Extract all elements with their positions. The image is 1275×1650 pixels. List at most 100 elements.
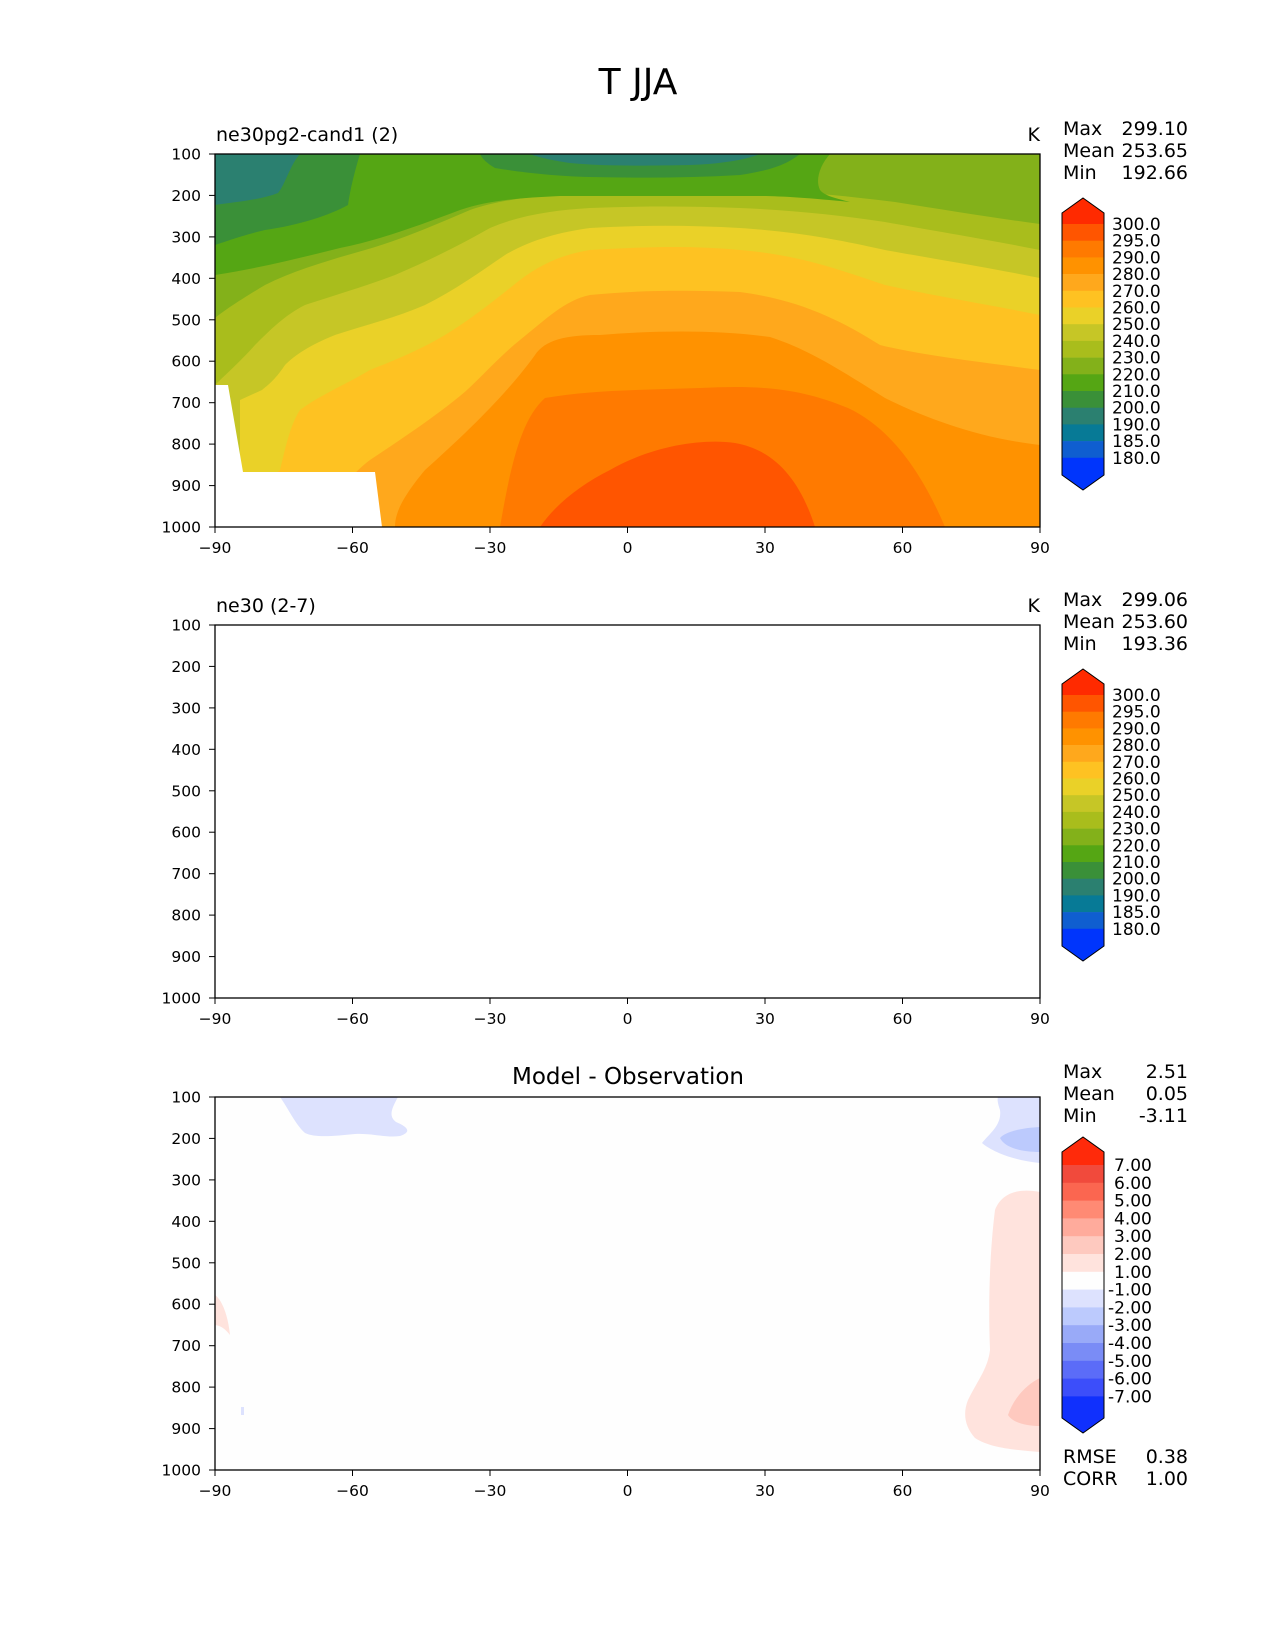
colorbar-label: 295.0	[1112, 703, 1161, 723]
colorbar-segment	[1062, 340, 1104, 358]
panel-3-y-ticks: 100 200 300 400 500 600 700 800 900 1000	[162, 1089, 215, 1480]
y-tick-label: 900	[171, 948, 201, 966]
colorbar-label: 240.0	[1112, 332, 1161, 352]
y-tick-label: 400	[171, 270, 201, 288]
colorbar-label: 230.0	[1112, 349, 1161, 369]
x-tick-label: −90	[199, 1010, 232, 1028]
panel-3: −90 −60 −30 0 30 60 90 100 200 300 400 5…	[162, 1061, 1188, 1500]
panel-2-colorbar: 300.0 295.0 290.0 280.0 270.0 260.0 250.…	[1061, 668, 1161, 962]
colorbar-label: 190.0	[1112, 886, 1161, 906]
x-tick-label: 60	[893, 1482, 913, 1500]
colorbar-labels: 7.00 6.00 5.00 4.00 3.00 2.00 1.00 -1.00…	[1108, 1156, 1152, 1407]
panel-3-footer-stats: RMSE 0.38 CORR 1.00	[1063, 1446, 1188, 1490]
y-tick-label: 200	[171, 187, 201, 205]
panel-1-colorbar: 300.0 295.0 290.0 280.0 270.0 260.0 250.…	[1061, 197, 1161, 491]
y-tick-label: 600	[171, 353, 201, 371]
x-tick-label: −30	[474, 539, 507, 557]
colorbar-segment	[1062, 1396, 1104, 1433]
panel-1-units: K	[1028, 124, 1041, 146]
colorbar-segment	[1062, 811, 1104, 829]
colorbar-segment	[1062, 928, 1104, 961]
x-tick-label: 60	[893, 1010, 913, 1028]
stat-mean-value: 0.05	[1146, 1083, 1188, 1105]
stat-mean-value: 253.65	[1122, 140, 1188, 162]
colorbar-label: 3.00	[1114, 1227, 1152, 1247]
colorbar-label: 280.0	[1112, 265, 1161, 285]
x-tick-label: 60	[893, 539, 913, 557]
x-tick-label: −60	[336, 1010, 369, 1028]
colorbar-segment	[1062, 828, 1104, 846]
stat-min-value: 193.36	[1122, 633, 1188, 655]
stat-min-label: Min	[1063, 1105, 1097, 1127]
y-tick-label: 900	[171, 477, 201, 495]
corr-label: CORR	[1063, 1468, 1118, 1490]
colorbar-label: 180.0	[1112, 449, 1161, 469]
colorbar-label: 7.00	[1114, 1156, 1152, 1176]
colorbar-label: -5.00	[1108, 1352, 1152, 1372]
colorbar-label: 250.0	[1112, 315, 1161, 335]
stat-min-label: Min	[1063, 633, 1097, 655]
colorbar-labels: 300.0 295.0 290.0 280.0 270.0 260.0 250.…	[1112, 215, 1161, 469]
stat-mean-label: Mean	[1063, 611, 1115, 633]
colorbar-label: 295.0	[1112, 232, 1161, 252]
panel-1-x-ticks: −90 −60 −30 0 30 60 90	[199, 527, 1050, 557]
colorbar-segment	[1062, 424, 1104, 442]
colorbar-label: 5.00	[1114, 1192, 1152, 1212]
x-tick-label: 90	[1030, 1482, 1050, 1500]
x-tick-label: −30	[474, 1010, 507, 1028]
y-tick-label: 200	[171, 658, 201, 676]
panel-1-left-title: ne30pg2-cand1 (2)	[216, 124, 398, 146]
colorbar-segment	[1062, 795, 1104, 813]
colorbar-segment	[1062, 1289, 1104, 1308]
y-tick-label: 400	[171, 741, 201, 759]
colorbar-segment	[1062, 1200, 1104, 1219]
colorbar-label: 220.0	[1112, 836, 1161, 856]
y-tick-label: 500	[171, 1254, 201, 1272]
panel-2-y-ticks: 100 200 300 400 500 600 700 800 900 1000	[162, 617, 215, 1008]
colorbar-segment	[1062, 1254, 1104, 1273]
x-tick-label: −60	[336, 1482, 369, 1500]
y-tick-label: 100	[171, 617, 201, 635]
x-tick-label: 90	[1030, 539, 1050, 557]
colorbar-segments	[1062, 1137, 1104, 1433]
panel-2-units: K	[1028, 595, 1041, 617]
rmse-value: 0.38	[1146, 1446, 1188, 1468]
stat-mean-label: Mean	[1063, 1083, 1115, 1105]
colorbar-label: 210.0	[1112, 382, 1161, 402]
colorbar-segment	[1062, 198, 1104, 224]
colorbar-segment	[1062, 845, 1104, 863]
y-tick-label: 100	[171, 146, 201, 164]
panel-3-stats: Max 2.51 Mean 0.05 Min -3.11	[1063, 1061, 1188, 1127]
y-tick-label: 400	[171, 1213, 201, 1231]
colorbar-segment	[1062, 1218, 1104, 1237]
colorbar-segment	[1062, 761, 1104, 779]
colorbar-label: 6.00	[1114, 1174, 1152, 1194]
colorbar-segment	[1062, 878, 1104, 896]
panel-2-left-title: ne30 (2-7)	[216, 595, 316, 617]
colorbar-segments	[1062, 198, 1104, 490]
panel-2-contours	[215, 625, 1040, 998]
x-tick-label: −90	[199, 1482, 232, 1500]
panel-3-colorbar: 7.00 6.00 5.00 4.00 3.00 2.00 1.00 -1.00…	[1061, 1136, 1152, 1434]
colorbar-segment	[1062, 274, 1104, 292]
colorbar-label: 260.0	[1112, 299, 1161, 319]
colorbar-label: 270.0	[1112, 282, 1161, 302]
colorbar-label: 180.0	[1112, 920, 1161, 940]
colorbar-label: 185.0	[1112, 903, 1161, 923]
colorbar-segment	[1062, 1360, 1104, 1379]
y-tick-label: 300	[171, 228, 201, 246]
colorbar-segment	[1062, 695, 1104, 712]
colorbar-label: 185.0	[1112, 432, 1161, 452]
y-tick-label: 800	[171, 436, 201, 454]
y-tick-label: 200	[171, 1130, 201, 1148]
colorbar-segment	[1062, 1271, 1104, 1290]
colorbar-label: 200.0	[1112, 870, 1161, 890]
panel-1-y-ticks: 100 200 300 400 500 600 700 800 900 1000	[162, 146, 215, 537]
y-tick-label: 700	[171, 394, 201, 412]
colorbar-segment	[1062, 257, 1104, 275]
x-tick-label: 0	[623, 1010, 633, 1028]
colorbar-label: 270.0	[1112, 753, 1161, 773]
x-tick-label: 30	[755, 539, 775, 557]
y-tick-label: 1000	[162, 990, 201, 1008]
colorbar-segment	[1062, 778, 1104, 796]
